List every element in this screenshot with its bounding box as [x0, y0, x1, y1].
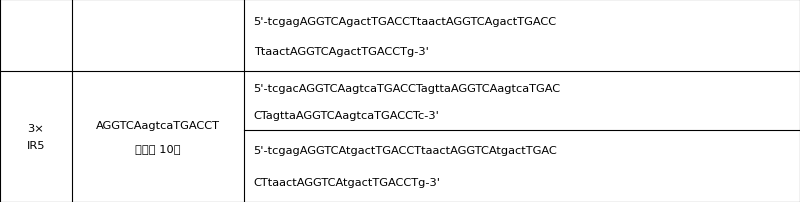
Text: TtaactAGGTCAgactTGACCTg-3': TtaactAGGTCAgactTGACCTg-3' — [254, 47, 429, 57]
Text: CTagttaAGGTCAagtcaTGACCTc-3': CTagttaAGGTCAagtcaTGACCTc-3' — [254, 111, 439, 121]
Text: 5'-tcgagAGGTCAtgactTGACCTtaactAGGTCAtgactTGAC: 5'-tcgagAGGTCAtgactTGACCTtaactAGGTCAtgac… — [254, 145, 558, 155]
Text: IR5: IR5 — [26, 140, 46, 150]
Text: 5'-tcgagAGGTCAgactTGACCTtaactAGGTCAgactTGACC: 5'-tcgagAGGTCAgactTGACCTtaactAGGTCAgactT… — [254, 17, 557, 26]
Text: 3×: 3× — [28, 124, 44, 134]
Text: （序列 10）: （序列 10） — [135, 143, 181, 153]
Text: AGGTCAagtcaTGACCT: AGGTCAagtcaTGACCT — [96, 121, 220, 131]
Text: CTtaactAGGTCAtgactTGACCTg-3': CTtaactAGGTCAtgactTGACCTg-3' — [254, 177, 441, 187]
Text: 5'-tcgacAGGTCAagtcaTGACCTagttaAGGTCAagtcaTGAC: 5'-tcgacAGGTCAagtcaTGACCTagttaAGGTCAagtc… — [254, 83, 561, 93]
